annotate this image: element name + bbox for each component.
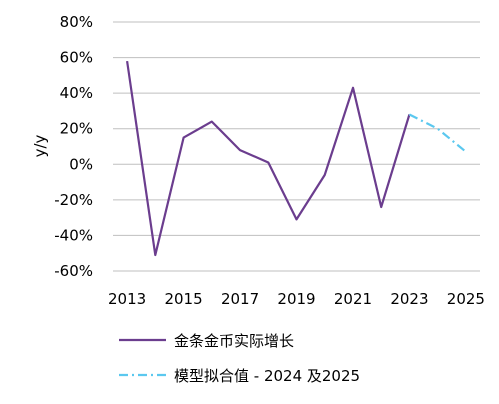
x-tick-labels: 2013 2015 2017 2019 2021 2023 2025 [108,290,485,308]
series-line-0 [127,61,409,255]
legend: 金条金币实际增长 模型拟合值 - 2024 及2025 [119,332,360,385]
y-axis-label: y/y [31,134,49,157]
y-tick-label: 40% [60,84,93,102]
y-tick-label: -40% [54,226,93,244]
gridlines [113,22,480,271]
x-tick-label: 2019 [277,290,315,308]
y-tick-label: 80% [60,13,93,31]
x-tick-label: 2013 [108,290,146,308]
y-tick-label: 0% [69,155,93,173]
series-line-1 [409,115,466,152]
y-tick-labels: 80% 60% 40% 20% 0% -20% -40% -60% [54,13,93,280]
x-tick-label: 2025 [447,290,485,308]
series-lines [127,61,466,255]
x-tick-label: 2017 [221,290,259,308]
y-tick-label: 60% [60,49,93,67]
legend-label-model: 模型拟合值 - 2024 及2025 [174,367,360,385]
legend-label-actual: 金条金币实际增长 [174,332,294,350]
x-tick-label: 2021 [334,290,372,308]
y-tick-label: -20% [54,191,93,209]
x-tick-label: 2023 [390,290,428,308]
y-tick-label: -60% [54,262,93,280]
y-tick-label: 20% [60,120,93,138]
x-tick-label: 2015 [164,290,202,308]
